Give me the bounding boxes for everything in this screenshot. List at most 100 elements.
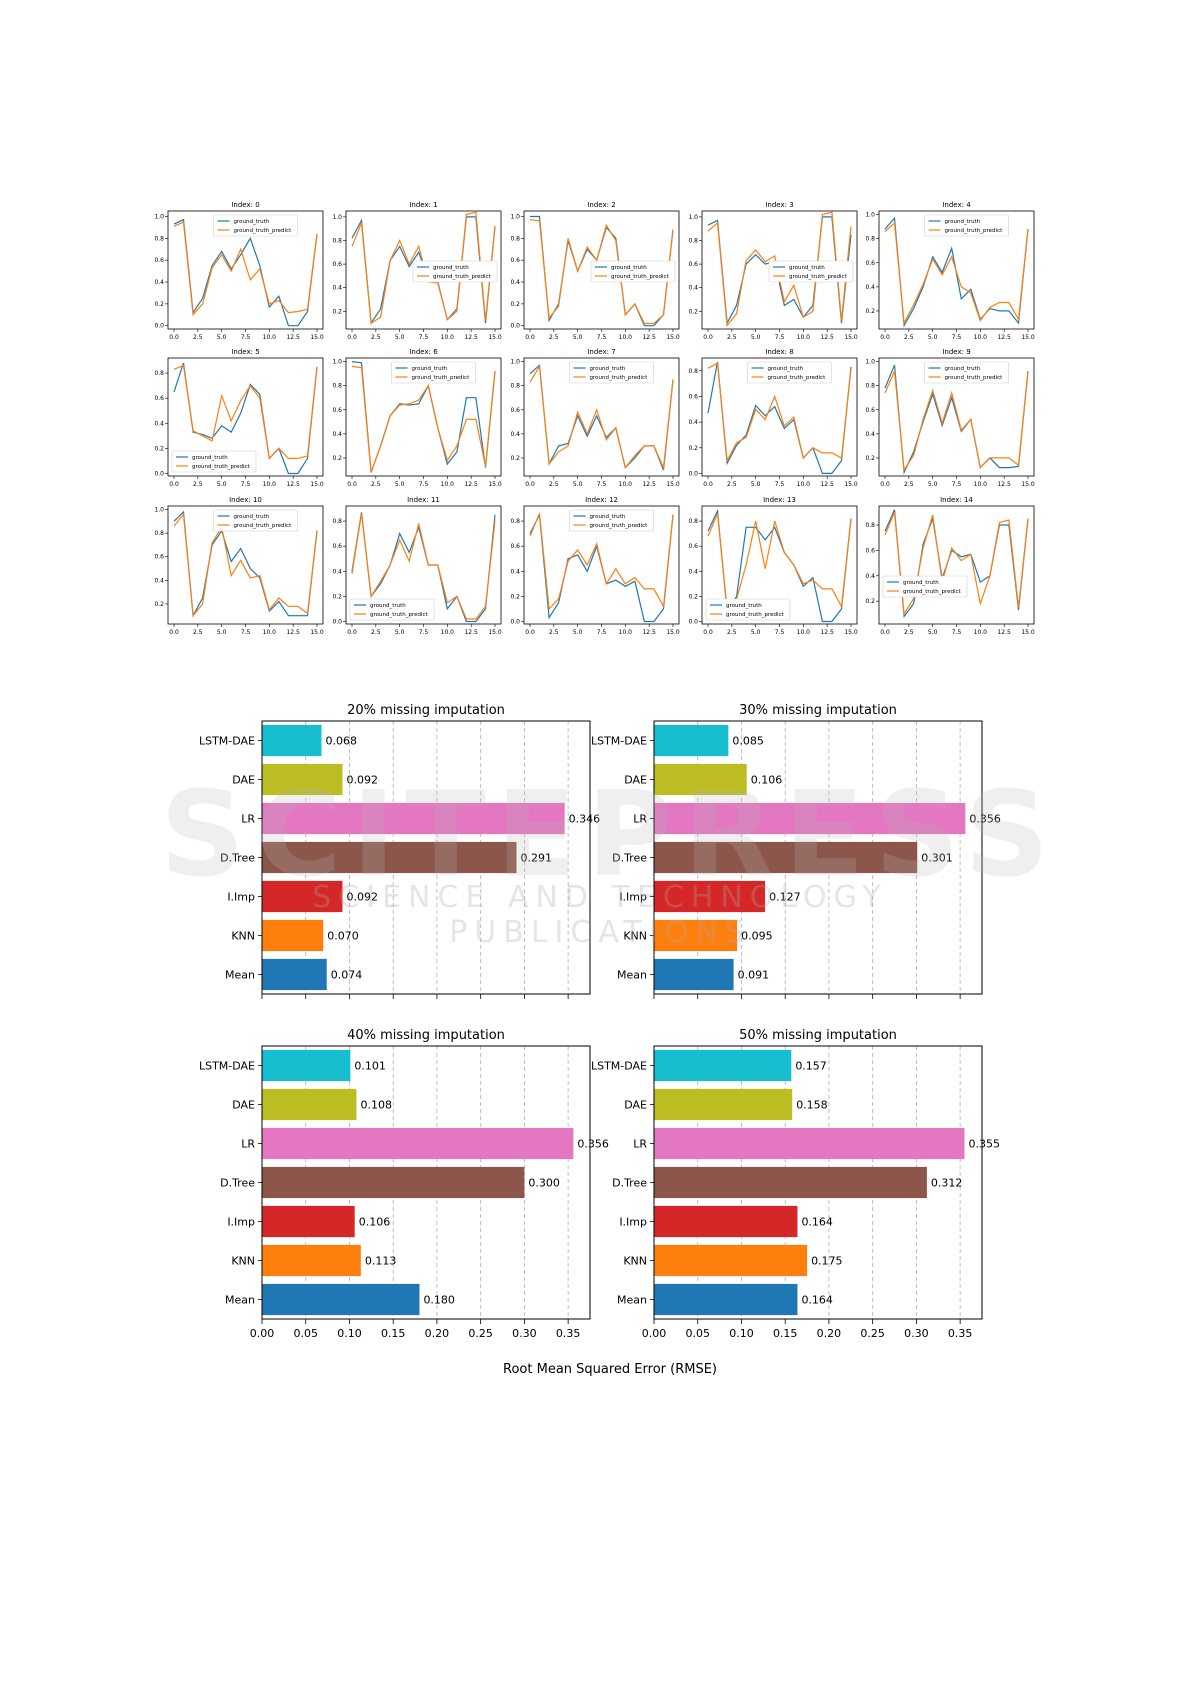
y-tick-label: 0.2 bbox=[332, 308, 342, 315]
y-tick-label: 0.8 bbox=[865, 383, 875, 390]
y-tick-label: 0.6 bbox=[688, 543, 698, 550]
bar bbox=[262, 1088, 357, 1121]
panel-title: 40% missing imputation bbox=[347, 1028, 505, 1043]
bar-value-label: 0.106 bbox=[359, 1216, 391, 1229]
x-tick-label: 0.0 bbox=[703, 481, 713, 488]
y-tick-label: 0.6 bbox=[154, 257, 164, 264]
category-label: D.Tree bbox=[220, 1177, 255, 1190]
y-tick-label: 0.6 bbox=[154, 395, 164, 402]
bar-value-label: 0.068 bbox=[325, 735, 357, 748]
bar-value-label: 0.157 bbox=[795, 1060, 827, 1073]
y-tick-label: 0.2 bbox=[688, 308, 698, 315]
legend-label-ground-truth-predict: ground_truth_predict bbox=[945, 228, 1004, 234]
x-tick-label: 2.5 bbox=[549, 334, 559, 341]
y-tick-label: 0.8 bbox=[154, 530, 164, 537]
y-tick-label: 0.6 bbox=[688, 393, 698, 400]
legend-label-ground-truth-predict: ground_truth_predict bbox=[370, 612, 429, 618]
x-tick-label: 10.0 bbox=[619, 481, 633, 488]
x-tick-label: 0.20 bbox=[425, 1327, 450, 1340]
legend: ground_truth ground_truth_predict bbox=[590, 260, 676, 283]
bar bbox=[262, 1166, 525, 1199]
x-tick-label: 0.05 bbox=[293, 1327, 318, 1340]
y-tick-label: 1.0 bbox=[865, 359, 875, 366]
category-label: I.Imp bbox=[619, 1216, 647, 1229]
bar-value-label: 0.085 bbox=[732, 735, 764, 748]
x-tick-label: 0.15 bbox=[773, 1327, 798, 1340]
x-tick-label: 7.5 bbox=[775, 481, 785, 488]
y-tick-label: 0.4 bbox=[332, 431, 342, 438]
category-label: LSTM-DAE bbox=[591, 1060, 647, 1073]
legend: ground_truth ground_truth_predict bbox=[882, 575, 968, 598]
x-tick-label: 10.0 bbox=[263, 481, 277, 488]
legend-label-ground-truth: ground_truth bbox=[234, 219, 270, 225]
x-tick-label: 12.5 bbox=[642, 334, 656, 341]
x-tick-label: 7.5 bbox=[241, 334, 251, 341]
x-tick-label: 0.00 bbox=[250, 1327, 275, 1340]
y-tick-label: 0.4 bbox=[865, 573, 875, 580]
x-tick-label: 10.0 bbox=[619, 629, 633, 636]
bar-panel: 0.085 LSTM-DAE 0.106 DAE 0.356 LR 0.301 D.Tree 0… bbox=[591, 703, 1001, 999]
series-ground-truth bbox=[173, 510, 318, 618]
y-tick-label: 0.2 bbox=[154, 301, 164, 308]
bar-value-label: 0.158 bbox=[796, 1099, 828, 1112]
x-tick-label: 5.0 bbox=[217, 629, 227, 636]
bar-value-label: 0.127 bbox=[769, 891, 801, 904]
x-tick-label: 2.5 bbox=[193, 481, 203, 488]
y-tick-label: 1.0 bbox=[510, 213, 520, 220]
bar-value-label: 0.356 bbox=[577, 1138, 609, 1151]
legend: ground_truth ground_truth_predict bbox=[213, 214, 298, 237]
y-tick-label: 0.2 bbox=[865, 455, 875, 462]
category-label: DAE bbox=[232, 1099, 255, 1112]
bar bbox=[654, 919, 738, 952]
line-panel: Index: 12 0.0 2.5 5.0 7.5 10.0 12.5 15.0 0.0 0.2 0… bbox=[510, 496, 679, 636]
series-ground-truth bbox=[707, 361, 852, 474]
legend-label-ground-truth: ground_truth bbox=[370, 603, 406, 609]
bar bbox=[654, 880, 766, 913]
legend: ground_truth ground_truth_predict bbox=[569, 361, 654, 384]
x-tick-label: 7.5 bbox=[952, 334, 962, 341]
bar-value-label: 0.164 bbox=[801, 1294, 833, 1307]
series-ground-truth bbox=[173, 218, 318, 327]
category-label: LSTM-DAE bbox=[199, 1060, 255, 1073]
y-tick-label: 0.2 bbox=[510, 455, 520, 462]
bar-value-label: 0.092 bbox=[346, 891, 378, 904]
bar-panel: 0.068 LSTM-DAE 0.092 DAE 0.346 LR 0.291 D.Tree 0… bbox=[199, 703, 600, 999]
x-tick-label: 7.5 bbox=[597, 481, 607, 488]
series-ground-truth-predict bbox=[351, 513, 496, 620]
x-tick-label: 15.0 bbox=[1021, 629, 1035, 636]
bar-value-label: 0.091 bbox=[738, 969, 770, 982]
x-tick-label: 15.0 bbox=[666, 629, 680, 636]
y-tick-label: 0.2 bbox=[332, 593, 342, 600]
y-tick-label: 0.6 bbox=[154, 554, 164, 561]
category-label: KNN bbox=[231, 930, 255, 943]
category-label: DAE bbox=[624, 1099, 647, 1112]
plot-frame bbox=[653, 1045, 983, 1320]
bar bbox=[654, 763, 747, 796]
x-tick-label: 10.0 bbox=[974, 481, 988, 488]
y-tick-label: 0.6 bbox=[865, 407, 875, 414]
panel-title: Index: 14 bbox=[940, 496, 973, 504]
bar bbox=[654, 1283, 798, 1316]
y-tick-label: 0.8 bbox=[332, 383, 342, 390]
x-tick-label: 12.5 bbox=[997, 334, 1011, 341]
x-tick-label: 10.0 bbox=[619, 334, 633, 341]
x-tick-label: 15.0 bbox=[488, 481, 502, 488]
x-tick-label: 12.5 bbox=[464, 629, 478, 636]
line-panel: Index: 5 0.0 2.5 5.0 7.5 10.0 12.5 15.0 0.0 0.2 0.… bbox=[154, 348, 323, 488]
line-panel: Index: 14 0.0 2.5 5.0 7.5 10.0 12.5 15.0 0.2 0.4 0… bbox=[865, 496, 1034, 636]
bar bbox=[654, 1166, 927, 1199]
category-label: DAE bbox=[624, 774, 647, 787]
y-tick-label: 0.0 bbox=[510, 618, 520, 625]
bar-chart-grid: 0.068LSTM-DAE0.092DAE0.346LR0.291D.Tree0… bbox=[199, 703, 1001, 1377]
line-panel: Index: 4 0.0 2.5 5.0 7.5 10.0 12.5 15.0 0.2 0.4 0.… bbox=[865, 201, 1034, 341]
y-tick-label: 1.0 bbox=[332, 214, 342, 221]
x-tick-label: 5.0 bbox=[751, 334, 761, 341]
x-tick-label: 2.5 bbox=[371, 334, 381, 341]
legend-box bbox=[768, 260, 854, 283]
category-label: KNN bbox=[623, 930, 647, 943]
category-label: DAE bbox=[232, 774, 255, 787]
y-tick-label: 0.8 bbox=[688, 518, 698, 525]
legend-box bbox=[171, 450, 257, 473]
x-tick-label: 7.5 bbox=[775, 629, 785, 636]
